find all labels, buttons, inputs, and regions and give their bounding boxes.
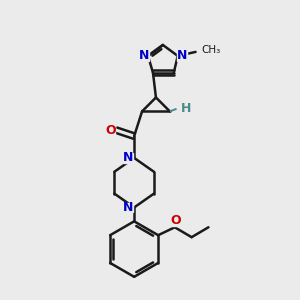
Text: N: N (123, 152, 134, 164)
Text: O: O (170, 214, 181, 227)
Bar (177, 51, 187, 61)
Bar (105, 125, 115, 135)
Text: H: H (181, 102, 191, 115)
Bar (123, 153, 133, 163)
Text: O: O (105, 124, 116, 137)
Text: N: N (123, 201, 134, 214)
Text: N: N (139, 50, 149, 62)
Bar (123, 202, 133, 212)
Text: N: N (176, 50, 187, 62)
Bar (171, 216, 181, 226)
Text: CH₃: CH₃ (202, 45, 221, 55)
Bar (139, 51, 149, 61)
